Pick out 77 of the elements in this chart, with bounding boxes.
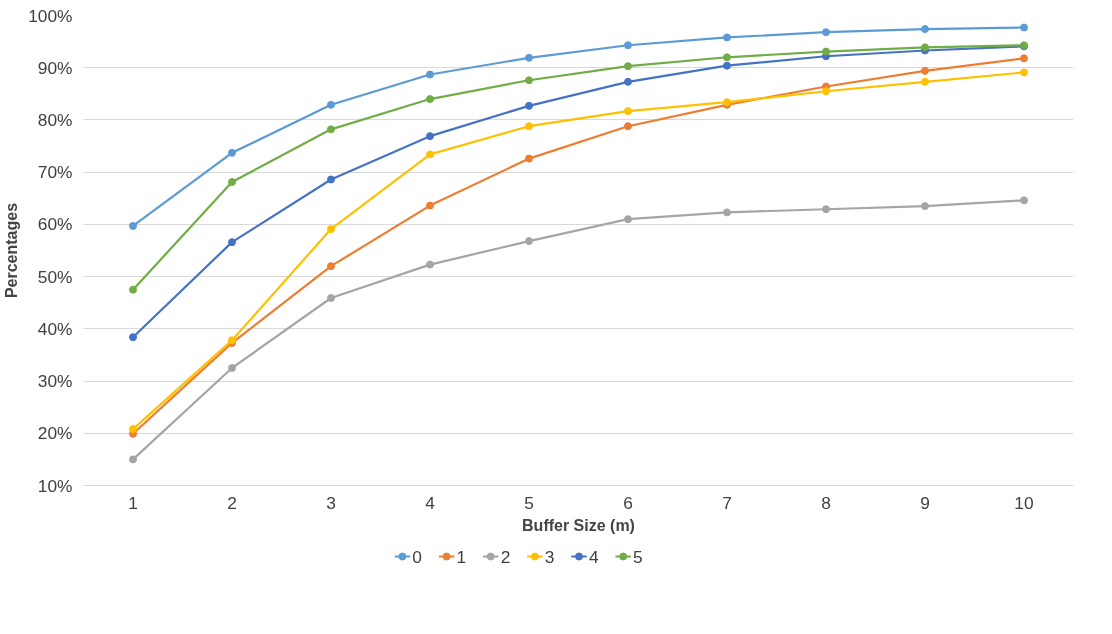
x-tick-label: 10 [1014, 492, 1034, 513]
point [1020, 54, 1028, 63]
point [327, 294, 335, 303]
legend-label: 4 [588, 546, 599, 567]
point [228, 238, 236, 247]
point [426, 70, 434, 79]
y-tick-label: 50% [37, 266, 73, 287]
point [624, 41, 632, 50]
point [723, 208, 731, 217]
x-tick-label: 2 [227, 492, 237, 513]
point [129, 285, 137, 294]
point [525, 122, 533, 131]
legend-label: 0 [412, 546, 422, 567]
x-tick-label: 8 [821, 492, 831, 513]
point [525, 101, 533, 110]
point [921, 66, 929, 75]
point [624, 77, 632, 86]
legend-label: 1 [456, 546, 467, 567]
y-tick-label: 20% [37, 423, 73, 444]
point [1020, 68, 1028, 77]
point [426, 132, 434, 141]
point [129, 221, 137, 230]
point [426, 150, 434, 159]
point [624, 107, 632, 116]
point [327, 100, 335, 109]
y-tick-label: 70% [37, 162, 73, 183]
legend-label: 5 [633, 546, 643, 567]
x-axis-title: Buffer Size (m) [522, 516, 635, 534]
legend-label: 3 [544, 546, 555, 567]
point [129, 455, 137, 464]
point [921, 25, 929, 34]
point [822, 205, 830, 214]
point [822, 28, 830, 37]
point [822, 87, 830, 96]
point [723, 53, 731, 62]
x-tick-label: 1 [128, 492, 138, 513]
point [426, 260, 434, 269]
point [228, 364, 236, 372]
point [624, 122, 632, 131]
point [822, 47, 830, 56]
y-tick-label: 60% [37, 214, 73, 235]
y-tick-label: 40% [37, 318, 73, 339]
point [426, 201, 434, 210]
y-tick-label: 90% [37, 57, 73, 78]
point [723, 61, 731, 70]
point [723, 33, 731, 42]
y-tick-label: 100% [28, 5, 73, 26]
point [525, 154, 533, 163]
point [129, 333, 137, 342]
y-tick-label: 80% [37, 109, 73, 130]
point [129, 425, 137, 434]
point [327, 125, 335, 134]
point [525, 53, 533, 62]
point [327, 175, 335, 184]
point [525, 76, 533, 85]
x-tick-label: 9 [920, 492, 930, 513]
y-axis-title: Percentages [3, 202, 21, 299]
point [327, 225, 335, 234]
point [1020, 23, 1028, 32]
point [921, 77, 929, 86]
point [426, 95, 434, 104]
x-tick-label: 6 [623, 492, 633, 513]
x-tick-label: 4 [425, 492, 436, 513]
x-tick-label: 7 [722, 492, 732, 513]
x-tick-label: 5 [524, 492, 534, 513]
y-tick-label: 30% [37, 371, 73, 392]
point [624, 215, 632, 224]
point [228, 148, 236, 157]
x-tick-label: 3 [326, 492, 336, 513]
point [327, 262, 335, 271]
point [921, 202, 929, 211]
y-tick-label: 10% [37, 475, 73, 496]
point [228, 178, 236, 187]
point [1020, 196, 1028, 205]
point [525, 237, 533, 246]
legend-label: 2 [500, 546, 511, 567]
point [624, 62, 632, 71]
